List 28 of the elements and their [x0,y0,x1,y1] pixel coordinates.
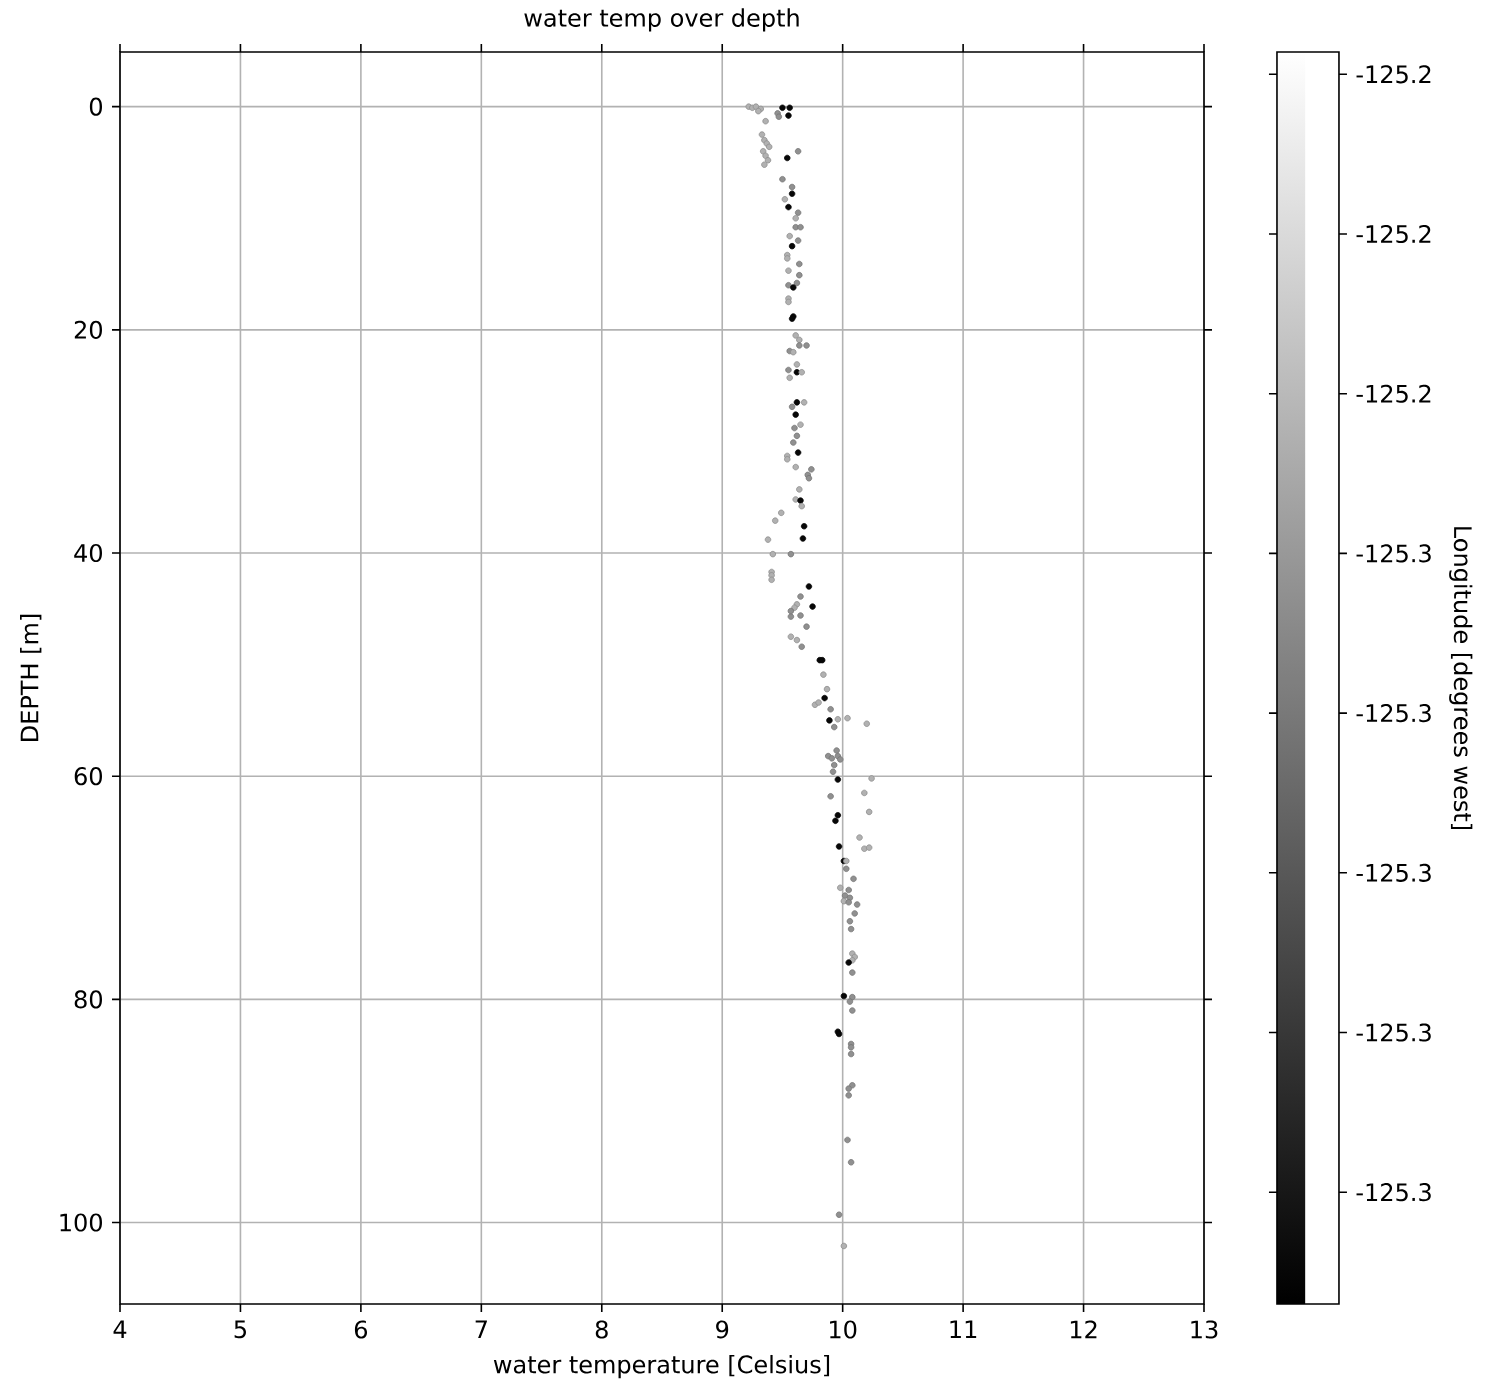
x-tick-label: 10 [830,1320,857,1339]
y-tick-label: 0 [89,97,103,116]
x-tick-label: 11 [950,1320,977,1338]
chart-title: water temp over depth [524,8,799,32]
color-bar-label: -125.3 [1356,544,1431,563]
y-tick-label: 80 [74,990,102,1009]
color-bar-label: -125.3 [1356,1023,1431,1042]
x-tick-label: 4 [113,1320,127,1338]
color-bar-title: Longitude [degrees west] [1449,527,1473,830]
y-tick-label: 60 [74,767,102,786]
y-tick-label: 40 [74,543,102,563]
x-tick-label: 6 [354,1320,368,1339]
y-axis-title: DEPTH [m] [20,614,42,741]
x-tick-label: 13 [1191,1320,1218,1339]
x-axis-title: water temperature [Celsius] [493,1354,830,1379]
x-tick-label: 8 [595,1320,608,1339]
color-bar-label: -125.3 [1356,704,1431,723]
x-tick-label: 9 [716,1320,729,1339]
color-bar-label: -125.2 [1356,384,1431,403]
x-tick-label: 5 [234,1320,246,1339]
color-bar-label: -125.3 [1356,1183,1431,1202]
x-tick-label: 12 [1070,1320,1097,1339]
color-bar-label: -125.3 [1356,863,1431,882]
color-bar-label: -125.2 [1356,65,1431,84]
y-tick-label: 20 [74,320,102,339]
y-tick-label: 100 [60,1213,102,1232]
x-tick-label: 7 [475,1320,487,1338]
color-bar-label: -125.2 [1356,224,1431,244]
